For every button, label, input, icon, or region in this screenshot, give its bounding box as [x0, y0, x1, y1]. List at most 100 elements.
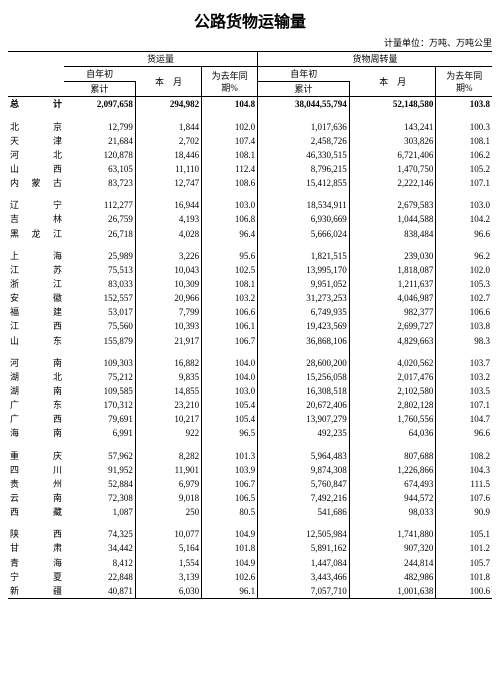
val-c: 102.5 — [202, 263, 258, 277]
val-b: 11,901 — [135, 463, 201, 477]
val-a: 26,759 — [64, 212, 135, 226]
val-d: 13,995,170 — [258, 263, 350, 277]
val-b: 3,226 — [135, 249, 201, 263]
region-cell: 上 海 — [8, 249, 64, 263]
region-cell: 广 东 — [8, 398, 64, 412]
val-c: 106.8 — [202, 212, 258, 226]
val-f: 98.3 — [436, 334, 492, 348]
val-f: 104.7 — [436, 412, 492, 426]
val-d: 1,017,636 — [258, 120, 350, 134]
val-c: 104.0 — [202, 356, 258, 370]
val-e: 838,484 — [349, 227, 436, 241]
val-b: 922 — [135, 426, 201, 440]
val-e: 4,829,663 — [349, 334, 436, 348]
val-a: 40,871 — [64, 584, 135, 599]
val-d: 5,760,847 — [258, 477, 350, 491]
val-d: 7,492,216 — [258, 491, 350, 505]
header-yoy-2: 为去年同期% — [436, 67, 492, 97]
val-c: 107.4 — [202, 134, 258, 148]
val-a: 79,691 — [64, 412, 135, 426]
region-cell: 重 庆 — [8, 449, 64, 463]
val-b: 21,917 — [135, 334, 201, 348]
val-e: 482,986 — [349, 570, 436, 584]
val-f: 103.2 — [436, 370, 492, 384]
val-e: 674,493 — [349, 477, 436, 491]
val-d: 9,951,052 — [258, 277, 350, 291]
region-cell: 河 北 — [8, 148, 64, 162]
total-label: 总 计 — [8, 97, 64, 112]
val-d: 5,891,162 — [258, 541, 350, 555]
val-e: 64,036 — [349, 426, 436, 440]
val-f: 96.6 — [436, 426, 492, 440]
val-a: 155,879 — [64, 334, 135, 348]
val-a: 1,087 — [64, 505, 135, 519]
val-e: 239,030 — [349, 249, 436, 263]
val-a: 75,513 — [64, 263, 135, 277]
region-cell: 吉 林 — [8, 212, 64, 226]
val-a: 170,312 — [64, 398, 135, 412]
data-table: 货运量 货物周转量 自年初 本 月 为去年同期% 自年初 本 月 为去年同期% … — [8, 51, 492, 599]
header-since-start-2: 自年初 — [258, 67, 350, 82]
val-c: 108.6 — [202, 176, 258, 190]
val-e: 2,017,476 — [349, 370, 436, 384]
region-cell: 陕 西 — [8, 527, 64, 541]
val-c: 80.5 — [202, 505, 258, 519]
val-b: 1,844 — [135, 120, 201, 134]
val-b: 11,110 — [135, 162, 201, 176]
val-c: 106.5 — [202, 491, 258, 505]
header-group1: 货运量 — [64, 52, 258, 67]
val-e: 1,470,750 — [349, 162, 436, 176]
val-d: 492,235 — [258, 426, 350, 440]
val-d: 6,930,669 — [258, 212, 350, 226]
total-c: 104.8 — [202, 97, 258, 112]
val-f: 105.1 — [436, 527, 492, 541]
val-c: 104.9 — [202, 527, 258, 541]
val-f: 102.7 — [436, 291, 492, 305]
val-b: 9,835 — [135, 370, 201, 384]
val-c: 103.2 — [202, 291, 258, 305]
val-a: 25,989 — [64, 249, 135, 263]
val-f: 100.3 — [436, 120, 492, 134]
val-b: 14,855 — [135, 384, 201, 398]
val-b: 6,030 — [135, 584, 201, 599]
val-c: 112.4 — [202, 162, 258, 176]
val-d: 1,821,515 — [258, 249, 350, 263]
val-f: 107.1 — [436, 398, 492, 412]
val-b: 3,139 — [135, 570, 201, 584]
val-e: 6,721,406 — [349, 148, 436, 162]
val-b: 20,966 — [135, 291, 201, 305]
val-e: 4,046,987 — [349, 291, 436, 305]
val-f: 105.7 — [436, 556, 492, 570]
val-f: 106.2 — [436, 148, 492, 162]
total-b: 294,982 — [135, 97, 201, 112]
region-cell: 西 藏 — [8, 505, 64, 519]
region-cell: 山 西 — [8, 162, 64, 176]
val-a: 91,952 — [64, 463, 135, 477]
val-a: 120,878 — [64, 148, 135, 162]
val-f: 101.2 — [436, 541, 492, 555]
val-e: 303,826 — [349, 134, 436, 148]
val-c: 104.0 — [202, 370, 258, 384]
region-cell: 湖 北 — [8, 370, 64, 384]
val-c: 103.0 — [202, 384, 258, 398]
val-a: 109,303 — [64, 356, 135, 370]
val-b: 9,018 — [135, 491, 201, 505]
val-f: 105.3 — [436, 277, 492, 291]
val-f: 96.2 — [436, 249, 492, 263]
page-title: 公路货物运输量 — [8, 8, 492, 32]
val-f: 100.6 — [436, 584, 492, 599]
val-d: 46,330,515 — [258, 148, 350, 162]
val-a: 21,684 — [64, 134, 135, 148]
val-d: 1,447,084 — [258, 556, 350, 570]
header-cum-1: 累计 — [64, 82, 135, 97]
val-a: 112,277 — [64, 198, 135, 212]
val-b: 5,164 — [135, 541, 201, 555]
region-cell: 湖 南 — [8, 384, 64, 398]
val-e: 244,814 — [349, 556, 436, 570]
val-c: 106.6 — [202, 305, 258, 319]
val-d: 36,868,106 — [258, 334, 350, 348]
val-e: 1,001,638 — [349, 584, 436, 599]
val-e: 4,020,562 — [349, 356, 436, 370]
val-d: 5,666,024 — [258, 227, 350, 241]
region-cell: 北 京 — [8, 120, 64, 134]
